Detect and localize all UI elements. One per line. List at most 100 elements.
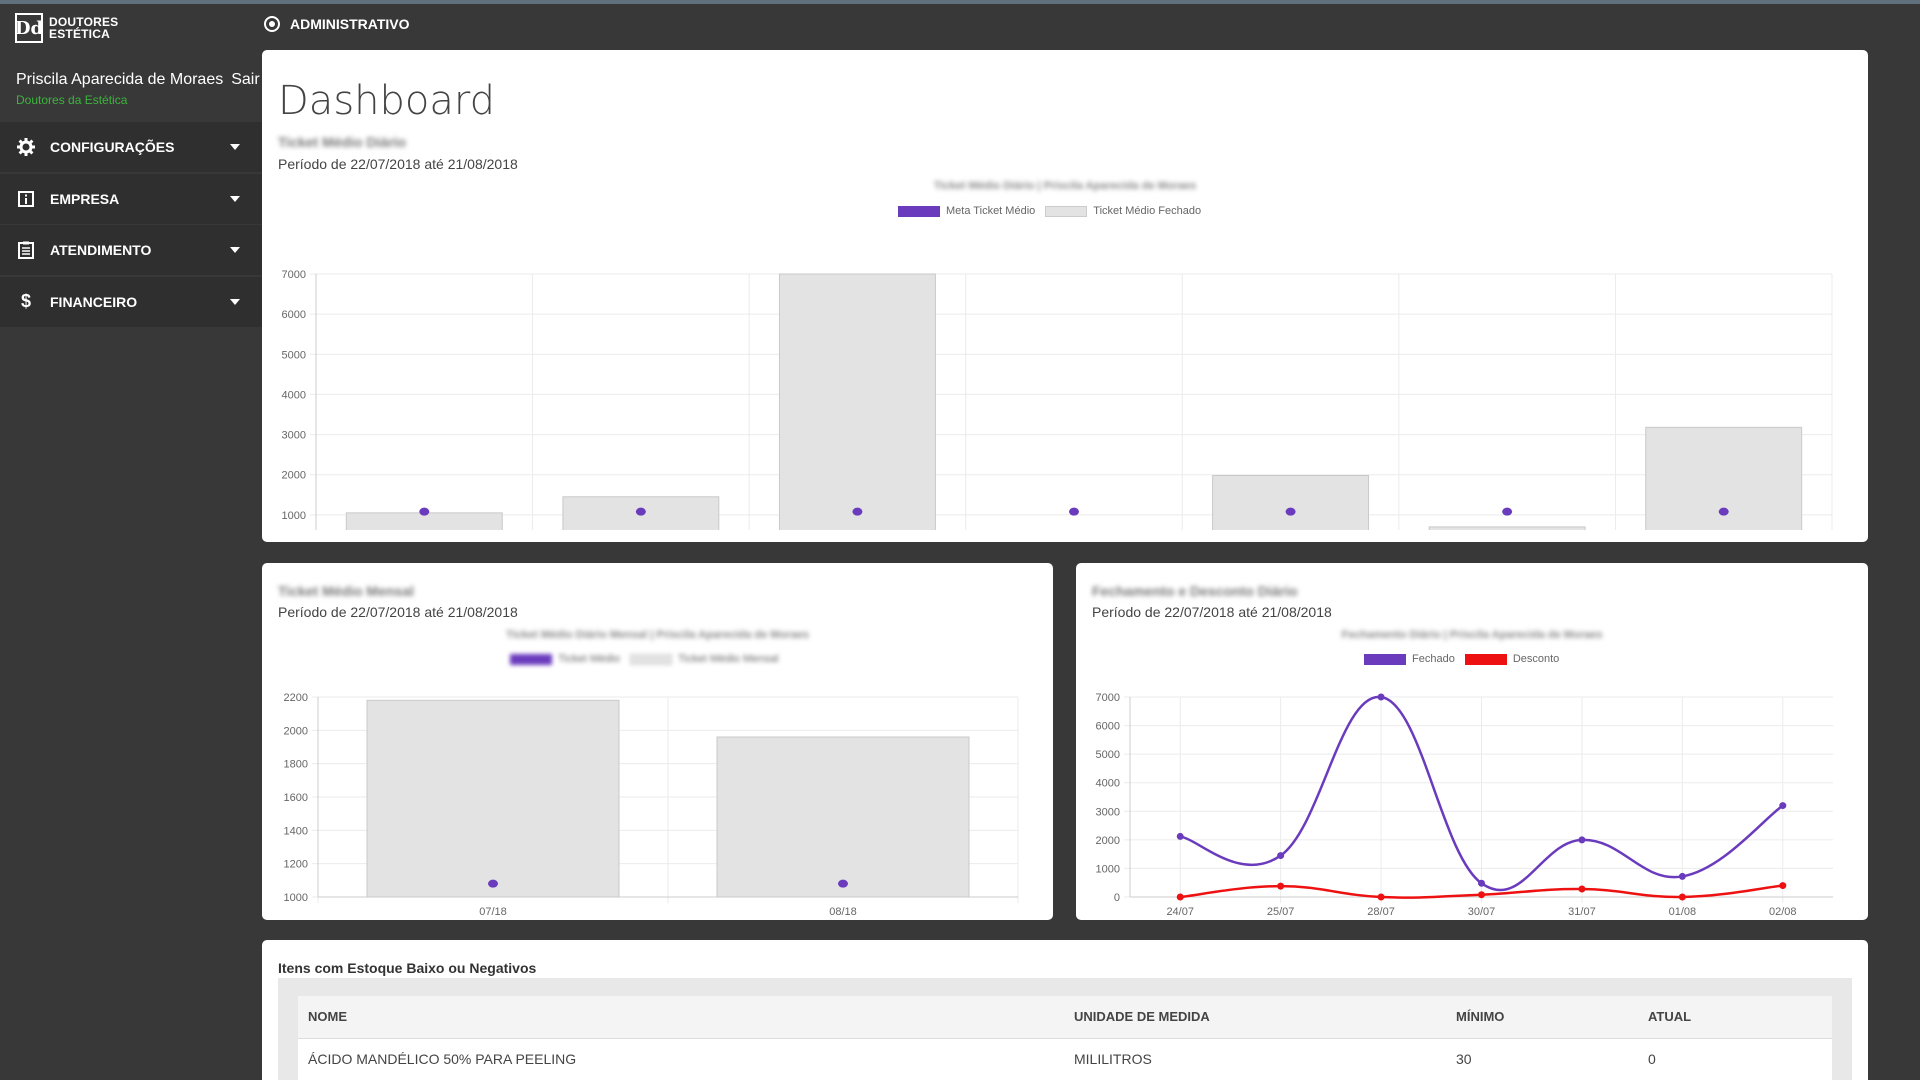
x-tick-label: 02/08: [1769, 906, 1797, 917]
legend-swatch-red: [1464, 653, 1507, 665]
y-tick-label: 7000: [1096, 692, 1120, 704]
legend-label: Ticket Médio Mensal: [677, 653, 779, 665]
panel-ticket-mensal: Ticket Médio Mensal Período de 22/07/201…: [262, 563, 1053, 920]
goal-point: [1718, 507, 1729, 516]
x-tick-label: 30/07: [1468, 906, 1496, 917]
series-point: [1478, 891, 1485, 899]
x-tick-label: 07/18: [479, 906, 507, 917]
sidebar-item-label: EMPRESA: [50, 190, 120, 207]
panel-ticket-diario: Dashboard Ticket Médio Diário Período de…: [262, 50, 1868, 542]
y-tick-label: 2000: [284, 725, 308, 737]
series-point: [1377, 693, 1385, 701]
goal-point: [838, 879, 848, 888]
goal-point: [852, 507, 863, 516]
sidebar-item-configuracoes[interactable]: CONFIGURAÇÕES: [0, 122, 262, 172]
chart-ticket-mensal: 1000 1200 1400 1600 1800 2000 2200 07/18 08/18: [284, 692, 1019, 917]
cell-nome: ÁCIDO MANDÉLICO 50% PARA PEELING: [308, 1051, 577, 1068]
series-point: [1578, 836, 1586, 844]
gear-icon: [16, 137, 36, 157]
y-tick-label: 3000: [1096, 806, 1120, 818]
logo-mark: Dd: [15, 13, 43, 43]
y-tick-label: 7000: [282, 269, 306, 281]
panel-period: Período de 22/07/2018 até 21/08/2018: [278, 604, 518, 620]
legend-swatch-purple: [1364, 653, 1406, 665]
legend-label: Fechado: [1412, 653, 1455, 665]
series-point: [1377, 893, 1385, 901]
logout-link[interactable]: Sair: [231, 71, 260, 88]
user-name: Priscila Aparecida de Moraes: [16, 71, 224, 88]
x-tick-label: 08/18: [829, 906, 857, 917]
y-tick-label: 4000: [1096, 778, 1120, 790]
legend-swatch-purple: [510, 653, 552, 665]
y-tick-label: 6000: [1096, 721, 1120, 733]
series-point: [1779, 802, 1787, 810]
legend-swatch-grey: [1045, 205, 1088, 217]
panel-period: Período de 22/07/2018 até 21/08/2018: [278, 156, 518, 172]
y-tick-label: 2200: [284, 692, 308, 704]
sidebar-item-label: CONFIGURAÇÕES: [50, 139, 175, 155]
column-header-minimo[interactable]: MÍNIMO: [1446, 996, 1638, 1039]
panel-title: Fechamento e Desconto Diário: [1092, 583, 1298, 599]
x-tick-label: 25/07: [1267, 906, 1295, 917]
y-tick-label: 1000: [1096, 863, 1120, 875]
sidebar: Dd DOUTORES ESTÉTICA Priscila Aparecida …: [0, 4, 262, 1080]
stock-table: NOME UNIDADE DE MEDIDA MÍNIMO ATUAL ÁCID…: [298, 996, 1832, 1080]
y-tick-label: 6000: [282, 309, 306, 321]
series-line: [1179, 695, 1784, 892]
panel-title: Ticket Médio Diário: [278, 134, 407, 150]
series-point: [1779, 882, 1787, 890]
logo-text: DOUTORES ESTÉTICA: [49, 16, 118, 40]
sidebar-item-atendimento[interactable]: ATENDIMENTO: [0, 225, 262, 275]
sidebar-item-label: ATENDIMENTO: [50, 242, 152, 258]
y-tick-label: 1200: [284, 859, 308, 871]
sidebar-item-empresa[interactable]: EMPRESA: [0, 173, 262, 224]
goal-point: [488, 879, 498, 888]
panel-period: Período de 22/07/2018 até 21/08/2018: [1092, 604, 1332, 620]
cell-minimo: 30: [1456, 1051, 1472, 1068]
chart-legend: Fechado Desconto: [1364, 653, 1559, 665]
panel-estoque: Itens com Estoque Baixo ou Negativos NOM…: [262, 940, 1868, 1080]
chevron-down-icon: [230, 247, 240, 253]
y-tick-label: 2000: [1096, 835, 1120, 847]
breadcrumb-label: ADMINISTRATIVO: [290, 16, 410, 32]
y-tick-label: 1600: [284, 792, 308, 804]
app-logo[interactable]: Dd DOUTORES ESTÉTICA: [15, 12, 118, 44]
column-header-unidade[interactable]: UNIDADE DE MEDIDA: [1064, 996, 1446, 1039]
sidebar-item-financeiro[interactable]: $ FINANCEIRO: [0, 276, 262, 327]
x-tick-label: 01/08: [1669, 906, 1697, 917]
y-tick-label: 1000: [284, 892, 308, 904]
series-point: [1176, 832, 1184, 840]
legend-label: Meta Ticket Médio: [946, 205, 1036, 217]
series-point: [1277, 882, 1285, 890]
y-tick-label: 0: [1114, 892, 1120, 904]
chart-ticket-diario: 0100020003000400050006000700024/0725/072…: [282, 269, 1833, 530]
sidebar-menu: CONFIGURAÇÕES EMPRESA ATENDIMENTO $ FINA…: [0, 122, 262, 328]
series-point: [1578, 885, 1586, 893]
goal-point: [1069, 507, 1079, 516]
y-tick-label: 1800: [284, 759, 308, 771]
goal-point: [1502, 507, 1513, 516]
info-icon: [16, 189, 36, 209]
panel-title: Ticket Médio Mensal: [278, 583, 414, 599]
x-tick-label: 31/07: [1568, 906, 1596, 917]
legend-label: Ticket Médio Fechado: [1093, 205, 1202, 217]
logo-line-1: DOUTORES: [49, 15, 119, 29]
table-row[interactable]: ÁCIDO MANDÉLICO 50% PARA PEELING MILILIT…: [298, 1038, 1832, 1080]
column-header-nome[interactable]: NOME: [298, 996, 1064, 1039]
series-point: [1678, 872, 1686, 880]
chart-legend: Meta Ticket Médio Ticket Médio Fechado: [898, 205, 1201, 217]
goal-point: [419, 507, 430, 516]
bar: [1212, 475, 1370, 530]
series-point: [1678, 893, 1686, 901]
page-title: Dashboard: [278, 78, 496, 124]
x-tick-label: 24/07: [1166, 906, 1194, 917]
cell-unidade: MILILITROS: [1074, 1051, 1152, 1068]
bar: [716, 736, 970, 898]
target-icon: [264, 16, 280, 32]
y-tick-label: 3000: [282, 430, 306, 442]
y-tick-label: 1000: [282, 510, 306, 522]
column-header-atual[interactable]: ATUAL: [1638, 996, 1832, 1039]
bar: [1428, 526, 1586, 530]
top-accent-line: [0, 0, 1920, 4]
legend-swatch-purple: [898, 205, 940, 217]
